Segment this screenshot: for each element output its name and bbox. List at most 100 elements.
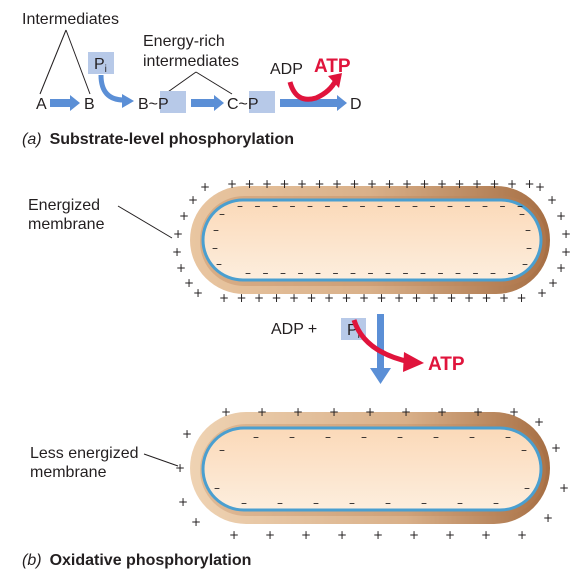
plus-sign: + bbox=[535, 180, 545, 194]
connector-line-a bbox=[39, 29, 67, 95]
pi-box bbox=[88, 52, 114, 74]
plus-sign: + bbox=[349, 177, 359, 191]
chain-d: D bbox=[350, 96, 362, 113]
minus-sign: – bbox=[245, 266, 251, 280]
atp-curve-arrow-a bbox=[287, 78, 339, 102]
minus-sign: – bbox=[325, 430, 331, 444]
plus-sign: + bbox=[182, 427, 192, 441]
plus-sign: + bbox=[524, 177, 534, 191]
plus-sign: + bbox=[314, 177, 324, 191]
panel-a: Intermediates Energy-rich intermediates … bbox=[22, 11, 362, 148]
less-energized-label-line1: Less energized bbox=[30, 445, 139, 462]
plus-sign: + bbox=[464, 291, 474, 305]
plus-sign: + bbox=[191, 515, 201, 529]
minus-sign: – bbox=[213, 223, 219, 237]
atp-curve-arrow-b bbox=[351, 319, 411, 365]
plus-sign: + bbox=[376, 291, 386, 305]
plus-sign: + bbox=[394, 291, 404, 305]
plus-sign: + bbox=[367, 177, 377, 191]
energized-label-line2: membrane bbox=[28, 216, 105, 233]
minus-sign: – bbox=[412, 199, 418, 213]
plus-sign: + bbox=[547, 193, 557, 207]
minus-sign: – bbox=[457, 496, 463, 510]
minus-sign: – bbox=[272, 199, 278, 213]
minus-sign: – bbox=[361, 430, 367, 444]
plus-sign: + bbox=[373, 528, 383, 542]
minus-sign: – bbox=[522, 257, 528, 271]
minus-sign: – bbox=[290, 199, 296, 213]
plus-sign: + bbox=[473, 405, 483, 419]
pi-label: Pi bbox=[94, 56, 107, 75]
bp-p-box bbox=[160, 91, 186, 113]
plus-sign: + bbox=[306, 291, 316, 305]
plus-sign: + bbox=[254, 291, 264, 305]
pi-curve-arrowhead bbox=[122, 94, 134, 108]
plus-sign: + bbox=[301, 528, 311, 542]
plus-sign: + bbox=[365, 405, 375, 419]
chain-a: A bbox=[36, 96, 47, 113]
plus-sign: + bbox=[271, 291, 281, 305]
plus-sign: + bbox=[257, 405, 267, 419]
minus-sign: – bbox=[241, 496, 247, 510]
plus-sign: + bbox=[188, 193, 198, 207]
minus-sign: – bbox=[219, 443, 225, 457]
energy-rich-label-line1: Energy-rich bbox=[143, 33, 225, 50]
plus-sign: + bbox=[543, 511, 553, 525]
minus-sign: – bbox=[333, 266, 339, 280]
plus-sign: + bbox=[489, 177, 499, 191]
plus-sign: + bbox=[173, 227, 183, 241]
plus-sign: + bbox=[229, 528, 239, 542]
intermediates-label: Intermediates bbox=[22, 11, 119, 28]
minus-sign: – bbox=[505, 430, 511, 444]
minus-sign: – bbox=[289, 430, 295, 444]
plus-sign: + bbox=[219, 291, 229, 305]
plus-sign: + bbox=[556, 209, 566, 223]
minus-sign: – bbox=[500, 199, 506, 213]
minus-sign: – bbox=[517, 199, 523, 213]
minus-sign: – bbox=[465, 199, 471, 213]
connector-line-b bbox=[65, 29, 91, 95]
plus-sign: + bbox=[556, 261, 566, 275]
minus-sign: – bbox=[469, 430, 475, 444]
plus-sign: + bbox=[279, 177, 289, 191]
minus-sign: – bbox=[385, 266, 391, 280]
plus-sign: + bbox=[419, 177, 429, 191]
plus-sign: + bbox=[509, 405, 519, 419]
plus-sign: + bbox=[548, 276, 558, 290]
minus-sign: – bbox=[519, 207, 525, 221]
plus-sign: + bbox=[293, 405, 303, 419]
less-energized-label-line2: membrane bbox=[30, 464, 107, 481]
adp-label-b: ADP + bbox=[271, 321, 317, 338]
minus-sign: – bbox=[349, 496, 355, 510]
minus-sign: – bbox=[253, 430, 259, 444]
plus-sign: + bbox=[324, 291, 334, 305]
plus-sign: + bbox=[402, 177, 412, 191]
minus-sign: – bbox=[430, 199, 436, 213]
plus-sign: + bbox=[429, 291, 439, 305]
plus-sign: + bbox=[411, 291, 421, 305]
plus-sign: + bbox=[409, 528, 419, 542]
plus-sign: + bbox=[517, 528, 527, 542]
minus-sign: – bbox=[216, 257, 222, 271]
plus-sign: + bbox=[193, 286, 203, 300]
atp-curve-arrowhead-b bbox=[403, 352, 424, 372]
plus-sign: + bbox=[329, 405, 339, 419]
plus-sign: + bbox=[384, 177, 394, 191]
minus-sign: – bbox=[397, 430, 403, 444]
minus-sign: – bbox=[395, 199, 401, 213]
minus-sign: – bbox=[280, 266, 286, 280]
plus-sign: + bbox=[537, 286, 547, 300]
atp-label-b: ATP bbox=[428, 354, 465, 375]
cp-p-box bbox=[249, 91, 275, 113]
minus-sign: – bbox=[521, 443, 527, 457]
plus-sign: + bbox=[200, 180, 210, 194]
caption-a: (a) Substrate-level phosphorylation bbox=[22, 131, 294, 148]
atp-curve-arrowhead-a bbox=[328, 73, 342, 88]
inner-membrane-top bbox=[201, 198, 543, 282]
plus-sign: + bbox=[499, 291, 509, 305]
plus-sign: + bbox=[551, 441, 561, 455]
plus-sign: + bbox=[265, 528, 275, 542]
plus-sign: + bbox=[359, 291, 369, 305]
plus-sign: + bbox=[472, 177, 482, 191]
plus-sign: + bbox=[337, 528, 347, 542]
